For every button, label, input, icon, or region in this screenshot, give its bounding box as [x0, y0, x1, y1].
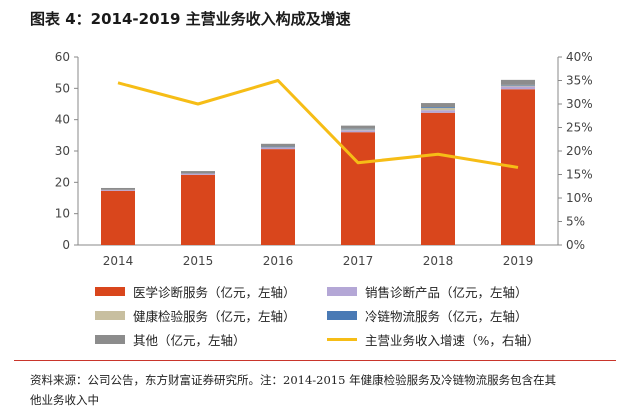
bar-health-2016 [261, 146, 295, 148]
chart-title: 图表 4：2014-2019 主营业务收入构成及增速 [30, 10, 351, 28]
legend-swatch-other [95, 335, 125, 344]
source-divider [14, 360, 616, 361]
bar-health-2017 [341, 129, 375, 131]
bar-sales-2018 [421, 110, 455, 113]
chart-canvas: 0 10 20 30 40 50 60 0% 5% 10% 15% 20% 25% 30% 35% 40% 20… [55, 50, 593, 268]
legend-label-sales: 销售诊断产品（亿元，左轴） [365, 285, 528, 300]
bar-health-2019 [501, 85, 535, 87]
legend-item-sales: 销售诊断产品（亿元，左轴） [327, 282, 528, 301]
x-tick-label: 2017 [343, 254, 374, 268]
legend-swatch-growth [327, 338, 357, 341]
bar-health-2018 [421, 108, 455, 111]
bar-other-2015 [181, 171, 215, 174]
bar-sales-2019 [501, 86, 535, 90]
legend-label-medical: 医学诊断服务（亿元，左轴） [133, 285, 296, 300]
legend-label-health: 健康检验服务（亿元，左轴） [133, 309, 296, 324]
left-tick-label: 0 [62, 238, 70, 252]
legend-label-growth: 主营业务收入增速（%，右轴） [365, 333, 540, 348]
source-note: 资料来源：公司公告，东方财富证券研究所。注：2014-2015 年健康检验服务及… [30, 373, 557, 387]
growth-rate-line [117, 79, 519, 169]
right-tick-label: 15% [566, 168, 593, 182]
left-tick-label: 50 [55, 81, 70, 95]
legend-item-other: 其他（亿元，左轴） [95, 330, 246, 349]
bar-other-2014 [101, 187, 135, 190]
legend-item-medical: 医学诊断服务（亿元，左轴） [95, 282, 296, 301]
left-tick-label: 30 [55, 144, 70, 158]
right-tick-label: 30% [566, 97, 593, 111]
legend-swatch-cold [327, 311, 357, 320]
bar-medical-2016 [261, 149, 295, 245]
bar-sales-2017 [341, 130, 375, 133]
x-tick-label: 2016 [263, 254, 294, 268]
bar-medical-2018 [421, 112, 455, 245]
bar-other-2018 [421, 103, 455, 108]
left-tick-label: 10 [55, 207, 70, 221]
left-tick-label: 60 [55, 50, 70, 64]
x-tick-label: 2018 [423, 254, 454, 268]
bar-other-2016 [261, 143, 295, 147]
source-note-continued: 他业务收入中 [30, 393, 99, 407]
bar-other-2019 [501, 79, 535, 85]
bar-medical-2015 [181, 174, 215, 245]
bar-other-2017 [341, 125, 375, 129]
bar-cold-2018 [421, 107, 455, 109]
x-tick-label: 2015 [183, 254, 214, 268]
bar-sales-2016 [261, 147, 295, 150]
legend-item-cold: 冷链物流服务（亿元，左轴） [327, 306, 528, 325]
legend-item-health: 健康检验服务（亿元，左轴） [95, 306, 296, 325]
bar-cold-2016 [261, 146, 295, 148]
legend-swatch-medical [95, 287, 125, 296]
right-tick-label: 35% [566, 74, 593, 88]
bar-sales-2015 [181, 173, 215, 175]
legend-swatch-sales [327, 287, 357, 296]
left-tick-label: 40 [55, 113, 70, 127]
bar-medical-2014 [101, 190, 135, 245]
right-tick-label: 20% [566, 144, 593, 158]
legend-label-cold: 冷链物流服务（亿元，左轴） [365, 309, 528, 324]
x-tick-label: 2019 [503, 254, 534, 268]
left-tick-label: 20 [55, 175, 70, 189]
bar-sales-2014 [101, 189, 135, 191]
legend-swatch-health [95, 311, 125, 320]
right-tick-label: 10% [566, 191, 593, 205]
legend-label-other: 其他（亿元，左轴） [133, 333, 246, 348]
legend-item-growth: 主营业务收入增速（%，右轴） [327, 330, 539, 349]
right-tick-label: 5% [566, 215, 585, 229]
right-tick-label: 0% [566, 238, 585, 252]
right-tick-label: 25% [566, 121, 593, 135]
bar-cold-2017 [341, 128, 375, 130]
right-tick-label: 40% [566, 50, 593, 64]
x-tick-label: 2014 [103, 254, 134, 268]
bar-cold-2019 [501, 84, 535, 86]
